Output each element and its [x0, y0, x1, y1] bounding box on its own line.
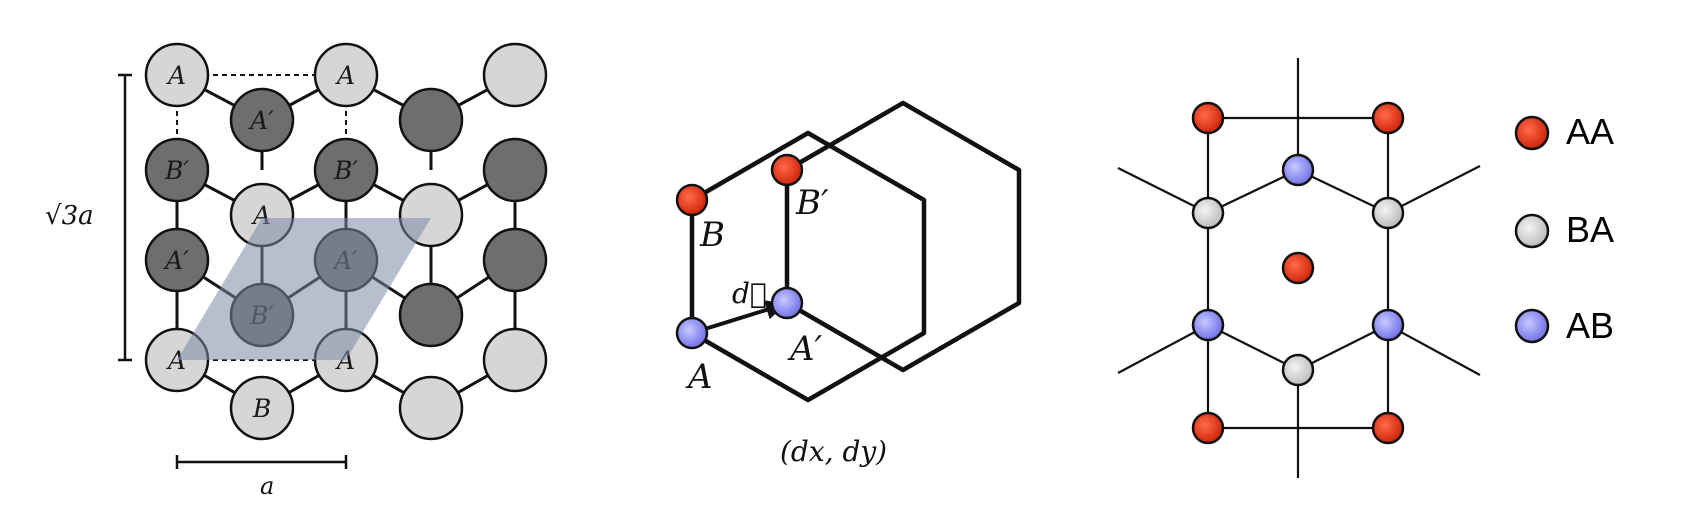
lattice-atom: A′ [144, 227, 210, 293]
lattice-atom: B′ [144, 137, 210, 203]
lattice-atom: A′ [229, 87, 295, 153]
ab-point [1191, 308, 1225, 342]
legend-swatch-ab [1514, 308, 1550, 344]
lattice-atom [482, 137, 548, 203]
lattice-atom [398, 282, 464, 348]
label-Bprime: B′ [795, 183, 829, 223]
lattice-atom: B′ [313, 137, 379, 203]
atom-B [675, 183, 709, 217]
aa-point [1191, 411, 1225, 445]
lattice-atom-circle [144, 227, 210, 293]
label-A: A [685, 357, 713, 397]
ba-point [1371, 196, 1405, 230]
lattice-atom-label: B′ [164, 156, 189, 185]
legend-label-aa: AA [1566, 111, 1614, 152]
aa-point [1371, 101, 1405, 135]
height-scale-bar [118, 73, 132, 362]
panel-a-lattice: AAA′B′B′AA′A′B′AAB √3a a [45, 42, 548, 500]
lattice-atom-circle [144, 42, 210, 108]
panel-b-shift: A B A′ B′ d⃗ (dx, dy) [675, 100, 1022, 468]
lattice-atom-circle [398, 87, 464, 153]
lattice-atom: B [229, 375, 295, 441]
lattice-atom-label: A′ [163, 246, 189, 275]
lattice-atom-circle [482, 327, 548, 393]
ab-point [1281, 153, 1315, 187]
lattice-atom-label: A [166, 61, 186, 90]
lattice-atom-label: A [166, 346, 186, 375]
lattice-atom-circle [229, 375, 295, 441]
lattice-atom-label: A [335, 61, 355, 90]
atom-Aprime [770, 286, 804, 320]
vector-label: d⃗ [732, 277, 767, 310]
lattice-atom-circle [398, 282, 464, 348]
lattice-atom-circle [229, 87, 295, 153]
lattice-atom-circle [313, 137, 379, 203]
atom-Bprime [770, 153, 804, 187]
panel-c-stacking-map [1117, 58, 1481, 478]
unit-cell [177, 218, 431, 360]
lattice-atom-label: B [252, 394, 271, 423]
atom-A [675, 316, 709, 350]
legend-item-ab: AB [1514, 305, 1614, 346]
ab-point [1371, 308, 1405, 342]
legend-label-ba: BA [1566, 209, 1614, 250]
lattice-atom [398, 375, 464, 441]
lattice-atom [482, 327, 548, 393]
lattice-atom-circle [482, 42, 548, 108]
lattice-atom: A [144, 42, 210, 108]
label-Aprime: A′ [787, 329, 823, 369]
lattice-atom-circle [313, 42, 379, 108]
lattice-atom-circle [482, 137, 548, 203]
lattice-atom: A [313, 42, 379, 108]
label-B: B [699, 215, 725, 255]
legend-swatch-ba [1514, 213, 1550, 249]
aa-point [1281, 251, 1315, 285]
legend-label-ab: AB [1566, 305, 1614, 346]
aa-point [1371, 411, 1405, 445]
lattice-atom [398, 87, 464, 153]
shift-caption: (dx, dy) [780, 435, 887, 468]
ba-point [1191, 196, 1225, 230]
width-label: a [260, 472, 274, 500]
height-label: √3a [45, 201, 94, 231]
lattice-atom-circle [144, 137, 210, 203]
stacking-points [1191, 101, 1405, 445]
ba-point [1281, 353, 1315, 387]
lattice-atom [482, 42, 548, 108]
lattice-atom-circle [482, 227, 548, 293]
lattice-atom-label: A′ [248, 106, 274, 135]
width-scale-bar [175, 455, 348, 469]
legend-item-aa: AA [1514, 111, 1614, 152]
aa-point [1191, 101, 1225, 135]
legend-item-ba: BA [1514, 209, 1614, 250]
lattice-atom-label: B′ [333, 156, 358, 185]
legend-swatch-aa [1514, 115, 1550, 151]
lattice-atom [482, 227, 548, 293]
legend: AA BA AB [1514, 111, 1614, 346]
lattice-atom-circle [398, 375, 464, 441]
stacking-lines [1117, 58, 1481, 478]
